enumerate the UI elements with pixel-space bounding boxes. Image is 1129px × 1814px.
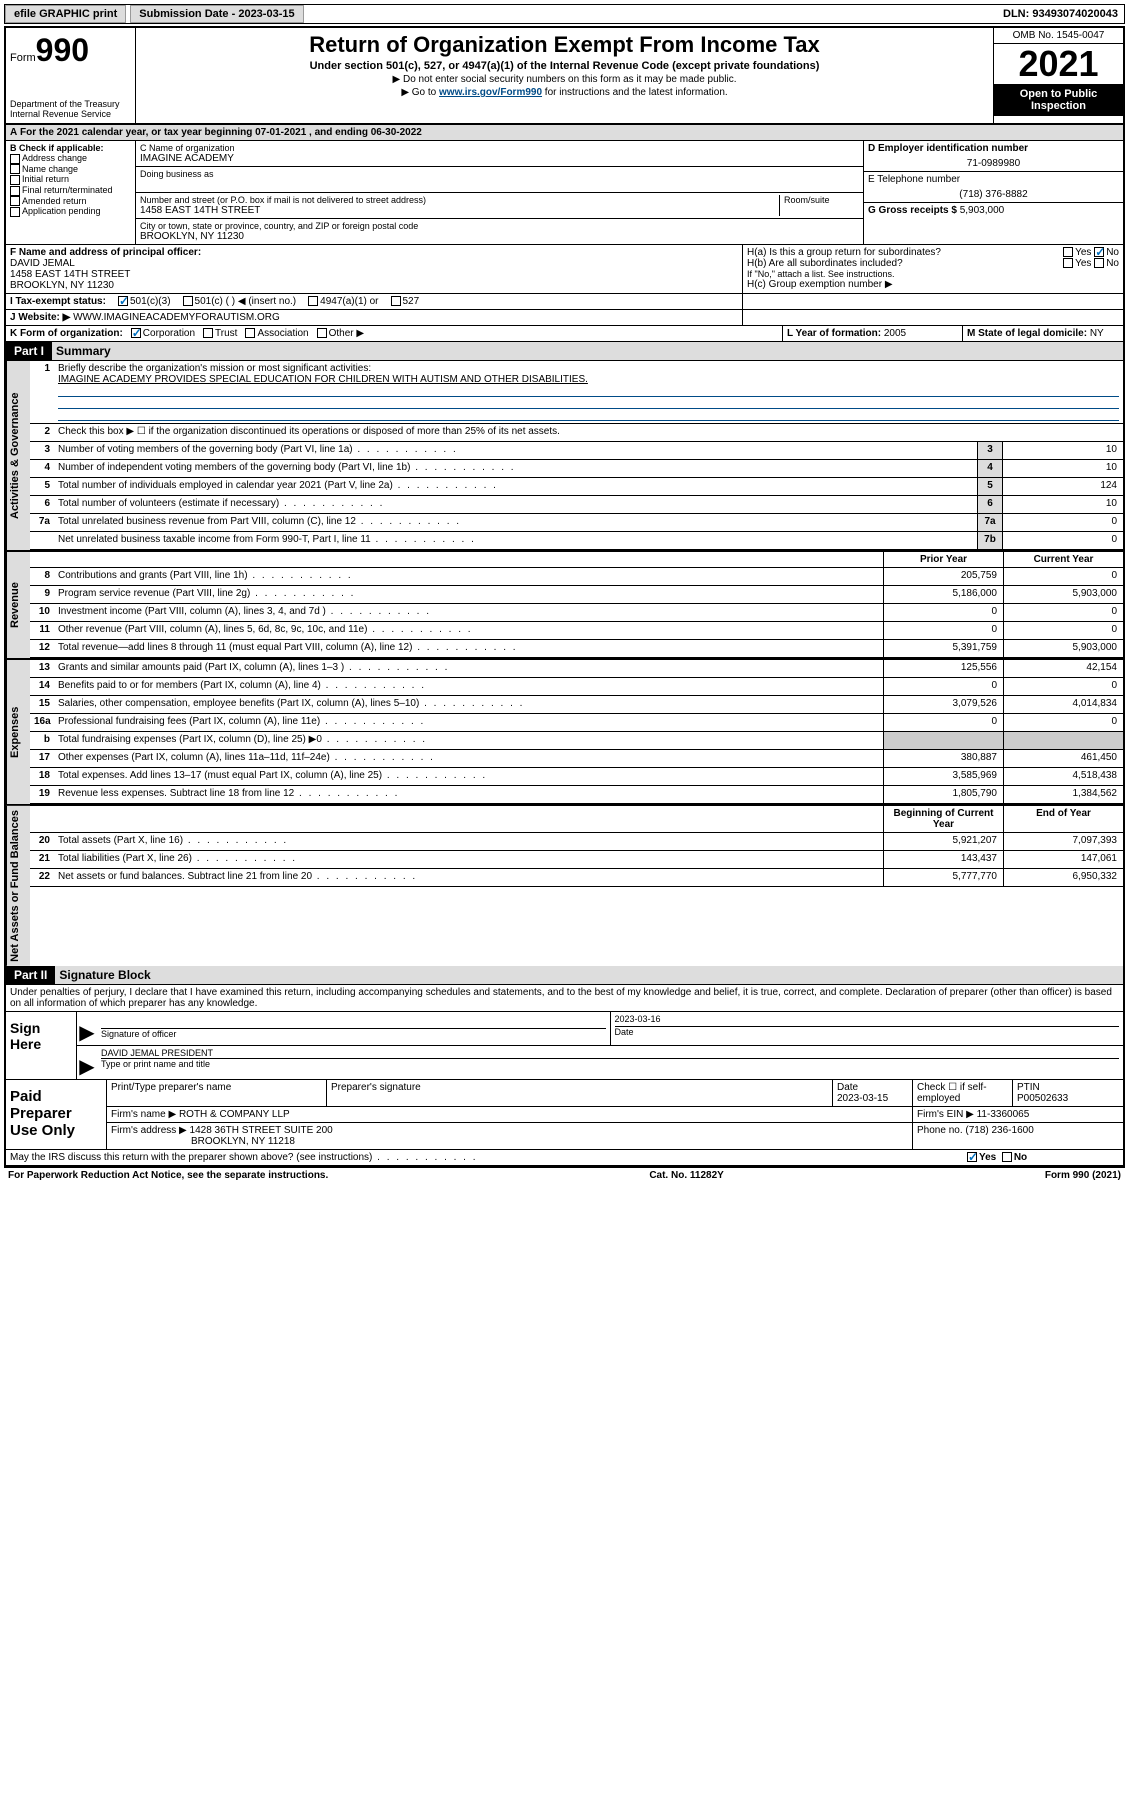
rev-row: 10Investment income (Part VIII, column (… (30, 604, 1123, 622)
net-row: 21Total liabilities (Part X, line 26)143… (30, 851, 1123, 869)
gov-row: 7aTotal unrelated business revenue from … (30, 514, 1123, 532)
cb-501c[interactable]: 501(c) ( ) ◀ (insert no.) (183, 296, 297, 307)
omb-no: OMB No. 1545-0047 (994, 28, 1123, 44)
cb-other[interactable]: Other ▶ (317, 328, 364, 339)
ha-row: H(a) Is this a group return for subordin… (747, 247, 1119, 258)
discuss-yes[interactable] (967, 1152, 977, 1162)
tax-year: 2021 (994, 44, 1123, 84)
exp-row: 19Revenue less expenses. Subtract line 1… (30, 786, 1123, 804)
gov-row: 4Number of independent voting members of… (30, 460, 1123, 478)
exp-row: 17Other expenses (Part IX, column (A), l… (30, 750, 1123, 768)
efile-btn[interactable]: efile GRAPHIC print (5, 5, 126, 23)
discuss-row: May the IRS discuss this return with the… (6, 1150, 1123, 1166)
gov-row: Net unrelated business taxable income fr… (30, 532, 1123, 550)
gov-row: 5Total number of individuals employed in… (30, 478, 1123, 496)
rev-row: 12Total revenue—add lines 8 through 11 (… (30, 640, 1123, 658)
section-klm: K Form of organization: Corporation Trus… (6, 326, 1123, 342)
hb-yes[interactable] (1063, 258, 1073, 268)
ha-yes[interactable] (1063, 247, 1073, 257)
part1-header: Part I Summary (6, 342, 1123, 361)
top-bar: efile GRAPHIC print Submission Date - 20… (4, 4, 1125, 24)
officer-addr1: 1458 EAST 14TH STREET (10, 269, 738, 280)
exp-vlabel: Expenses (6, 660, 30, 804)
cb-initial[interactable]: Initial return (10, 174, 131, 185)
cb-527[interactable]: 527 (391, 296, 420, 307)
dln: DLN: 93493074020043 (997, 6, 1124, 22)
section-fh: F Name and address of principal officer:… (6, 245, 1123, 294)
section-j: J Website: ▶ WWW.IMAGINEACADEMYFORAUTISM… (6, 310, 1123, 326)
part2-header: Part II Signature Block (6, 966, 1123, 985)
sign-section: Sign Here ▶ Signature of officer 2023-03… (6, 1012, 1123, 1080)
link-note: ▶ Go to www.irs.gov/Form990 for instruct… (140, 87, 989, 98)
net-row: 20Total assets (Part X, line 16)5,921,20… (30, 833, 1123, 851)
cb-assoc[interactable]: Association (245, 328, 308, 339)
exp-row: 13Grants and similar amounts paid (Part … (30, 660, 1123, 678)
ha-no[interactable] (1094, 247, 1104, 257)
page-footer: For Paperwork Reduction Act Notice, see … (4, 1168, 1125, 1183)
dept-label: Department of the Treasury Internal Reve… (10, 99, 131, 119)
rev-row: 8Contributions and grants (Part VIII, li… (30, 568, 1123, 586)
line-a: A For the 2021 calendar year, or tax yea… (6, 125, 1123, 141)
net-table: Net Assets or Fund Balances Beginning of… (6, 804, 1123, 966)
discuss-no[interactable] (1002, 1152, 1012, 1162)
city-row: City or town, state or province, country… (136, 219, 863, 244)
form-container: Form990 Department of the Treasury Inter… (4, 26, 1125, 1168)
rev-row: 9Program service revenue (Part VIII, lin… (30, 586, 1123, 604)
cb-pending[interactable]: Application pending (10, 206, 131, 217)
exp-row: 16aProfessional fundraising fees (Part I… (30, 714, 1123, 732)
hb-row: H(b) Are all subordinates included? Yes … (747, 258, 1119, 269)
exp-row: 15Salaries, other compensation, employee… (30, 696, 1123, 714)
cb-501c3[interactable]: 501(c)(3) (118, 296, 171, 307)
hb-no[interactable] (1094, 258, 1104, 268)
subdate-btn[interactable]: Submission Date - 2023-03-15 (130, 5, 303, 23)
form-header: Form990 Department of the Treasury Inter… (6, 28, 1123, 125)
gov-row: 3Number of voting members of the governi… (30, 442, 1123, 460)
cb-amended[interactable]: Amended return (10, 196, 131, 207)
net-vlabel: Net Assets or Fund Balances (6, 806, 30, 966)
rev-row: 11Other revenue (Part VIII, column (A), … (30, 622, 1123, 640)
cb-address[interactable]: Address change (10, 153, 131, 164)
gov-row: 6Total number of volunteers (estimate if… (30, 496, 1123, 514)
penalty-text: Under penalties of perjury, I declare th… (6, 985, 1123, 1012)
check-b-label: B Check if applicable: (10, 143, 104, 153)
rev-header: Prior YearCurrent Year (30, 552, 1123, 568)
section-i: I Tax-exempt status: 501(c)(3) 501(c) ( … (6, 294, 1123, 310)
cb-name[interactable]: Name change (10, 164, 131, 175)
section-bcdefg: B Check if applicable: Address change Na… (6, 141, 1123, 245)
officer-addr2: BROOKLYN, NY 11230 (10, 280, 738, 291)
hb-note: If "No," attach a list. See instructions… (747, 269, 1119, 279)
exp-row: 18Total expenses. Add lines 13–17 (must … (30, 768, 1123, 786)
exp-row: bTotal fundraising expenses (Part IX, co… (30, 732, 1123, 750)
gross-box: G Gross receipts $ 5,903,000 (864, 203, 1123, 218)
open-public: Open to Public Inspection (994, 84, 1123, 116)
rev-table: Revenue Prior YearCurrent Year 8Contribu… (6, 550, 1123, 658)
cb-final[interactable]: Final return/terminated (10, 185, 131, 196)
officer-label: F Name and address of principal officer: (10, 247, 201, 258)
hc-row: H(c) Group exemption number ▶ (747, 279, 1119, 290)
cb-corp[interactable]: Corporation (131, 328, 195, 339)
gov-vlabel: Activities & Governance (6, 361, 30, 550)
exp-row: 14Benefits paid to or for members (Part … (30, 678, 1123, 696)
rev-vlabel: Revenue (6, 552, 30, 658)
cb-trust[interactable]: Trust (203, 328, 237, 339)
tel-box: E Telephone number (718) 376-8882 (864, 172, 1123, 203)
gov-table: Activities & Governance 1Briefly describ… (6, 361, 1123, 550)
ssn-note: ▶ Do not enter social security numbers o… (140, 74, 989, 85)
irs-link[interactable]: www.irs.gov/Form990 (439, 87, 542, 98)
form-subtitle: Under section 501(c), 527, or 4947(a)(1)… (140, 60, 989, 72)
officer-name: DAVID JEMAL (10, 258, 738, 269)
dba-row: Doing business as (136, 167, 863, 193)
preparer-section: Paid Preparer Use Only Print/Type prepar… (6, 1080, 1123, 1150)
exp-table: Expenses 13Grants and similar amounts pa… (6, 658, 1123, 804)
net-header: Beginning of Current YearEnd of Year (30, 806, 1123, 833)
addr-row: Number and street (or P.O. box if mail i… (136, 193, 863, 219)
form-title: Return of Organization Exempt From Incom… (140, 32, 989, 58)
form-label: Form990 (10, 52, 89, 64)
ein-box: D Employer identification number 71-0989… (864, 141, 1123, 172)
org-name-row: C Name of organization IMAGINE ACADEMY (136, 141, 863, 167)
cb-4947[interactable]: 4947(a)(1) or (308, 296, 378, 307)
net-row: 22Net assets or fund balances. Subtract … (30, 869, 1123, 887)
